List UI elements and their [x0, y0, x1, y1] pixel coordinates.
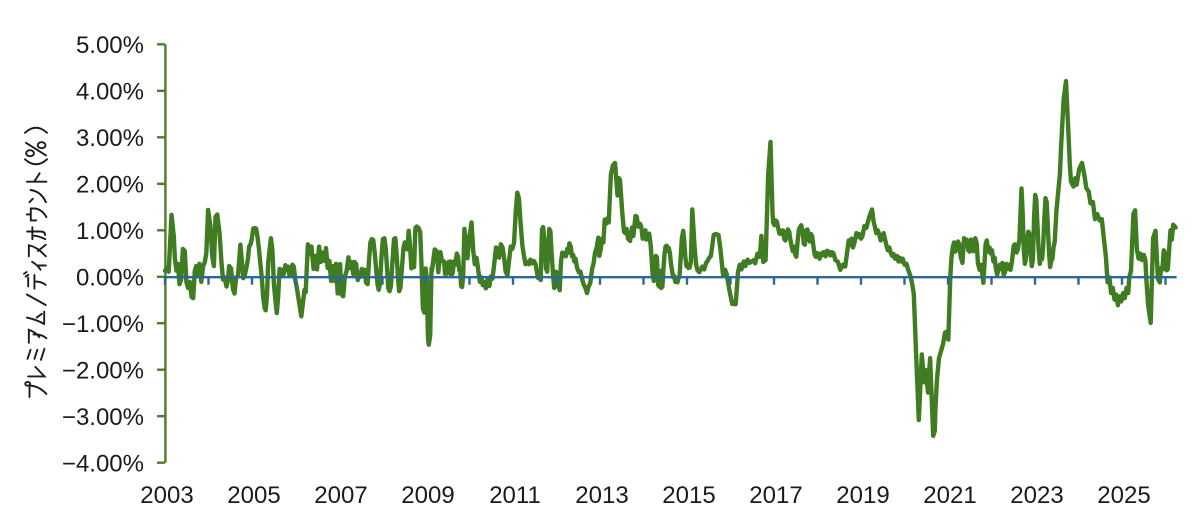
svg-text:3.00%: 3.00% — [76, 125, 144, 152]
svg-text:2011: 2011 — [489, 482, 541, 509]
svg-text:2019: 2019 — [836, 482, 889, 509]
svg-text:2023: 2023 — [1010, 482, 1063, 509]
svg-text:2017: 2017 — [749, 482, 802, 509]
svg-text:2005: 2005 — [227, 482, 280, 509]
svg-text:2013: 2013 — [575, 482, 628, 509]
svg-text:−3.00%: −3.00% — [62, 404, 144, 431]
svg-text:5.00%: 5.00% — [76, 32, 144, 59]
svg-text:2.00%: 2.00% — [76, 172, 144, 199]
svg-text:−2.00%: −2.00% — [62, 358, 144, 385]
svg-text:2003: 2003 — [140, 482, 193, 509]
svg-text:2025: 2025 — [1097, 482, 1150, 509]
svg-text:−4.00%: −4.00% — [62, 451, 144, 478]
svg-text:4.00%: 4.00% — [76, 79, 144, 106]
svg-text:0.00%: 0.00% — [76, 265, 144, 292]
svg-text:2021: 2021 — [923, 482, 976, 509]
svg-text:1.00%: 1.00% — [76, 218, 144, 245]
svg-text:2007: 2007 — [314, 482, 367, 509]
svg-text:−1.00%: −1.00% — [62, 311, 144, 338]
svg-text:2015: 2015 — [662, 482, 715, 509]
svg-text:2009: 2009 — [401, 482, 454, 509]
